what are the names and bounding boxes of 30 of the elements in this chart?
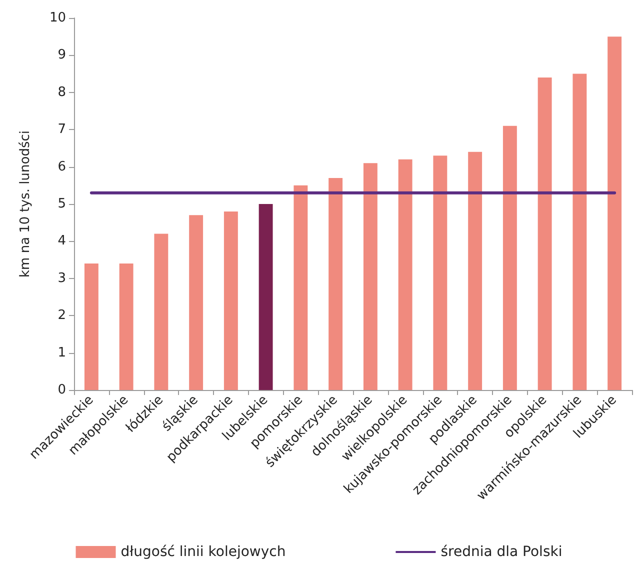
bar	[363, 163, 378, 390]
bar	[294, 185, 308, 390]
y-tick-label: 10	[49, 10, 66, 26]
bar	[224, 211, 238, 390]
bar	[538, 78, 552, 390]
y-tick-label: 3	[58, 270, 66, 286]
legend-label: długość linii kolejowych	[120, 544, 286, 560]
bar	[468, 152, 482, 390]
y-tick-label: 9	[58, 48, 66, 63]
bar	[189, 215, 204, 390]
y-tick-label: 1	[58, 345, 66, 360]
y-tick-label: 4	[58, 234, 66, 249]
bar	[154, 234, 168, 390]
y-axis-title: km na 10 tys. lunodści	[18, 130, 33, 278]
bar	[119, 264, 134, 390]
bar	[258, 204, 273, 390]
y-tick-label: 0	[58, 382, 66, 398]
bar	[572, 74, 587, 390]
y-tick-label: 5	[58, 196, 66, 212]
y-tick-label: 6	[58, 159, 66, 174]
legend-label: średnia dla Polski	[440, 544, 562, 560]
bar	[84, 264, 98, 390]
bar	[398, 159, 412, 390]
bar	[502, 126, 517, 390]
y-tick-label: 2	[58, 308, 66, 324]
y-tick-label: 7	[58, 122, 66, 138]
y-tick-label: 8	[58, 84, 66, 100]
bar	[433, 156, 448, 390]
bar	[328, 178, 343, 390]
bar	[608, 36, 622, 390]
